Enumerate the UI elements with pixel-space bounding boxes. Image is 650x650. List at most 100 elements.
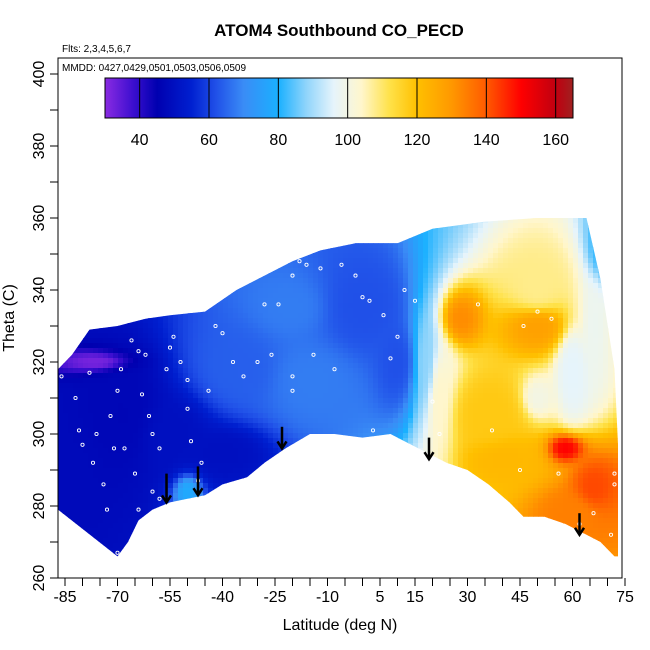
heatmap-cell: [63, 203, 69, 209]
heatmap-cell: [183, 323, 189, 329]
heatmap-cell: [73, 538, 79, 544]
heatmap-cell: [168, 173, 174, 179]
heatmap-cell: [138, 548, 144, 554]
heatmap-cell: [173, 528, 179, 534]
heatmap-cell: [223, 278, 229, 284]
heatmap-cell: [178, 468, 184, 474]
heatmap-cell: [133, 563, 139, 569]
heatmap-cell: [218, 293, 224, 299]
heatmap-cell: [88, 408, 94, 414]
heatmap-cell: [213, 203, 219, 209]
heatmap-cell: [213, 423, 219, 429]
heatmap-cell: [238, 173, 244, 179]
heatmap-cell: [168, 548, 174, 554]
heatmap-cell: [223, 218, 229, 219]
heatmap-cell: [208, 398, 214, 404]
heatmap-cell: [218, 318, 224, 324]
heatmap-cell: [148, 528, 154, 534]
heatmap-cell: [173, 493, 179, 499]
heatmap-cell: [158, 223, 164, 229]
heatmap-cell: [128, 288, 134, 294]
heatmap-cell: [163, 118, 169, 124]
heatmap-cell: [213, 273, 219, 279]
heatmap-cell: [203, 343, 209, 349]
heatmap-cell: [133, 238, 139, 244]
heatmap-cell: [253, 328, 259, 334]
heatmap-cell: [118, 483, 124, 489]
heatmap-cell: [143, 198, 149, 204]
heatmap-cell: [98, 453, 104, 459]
heatmap-cell: [78, 263, 84, 269]
heatmap-cell: [153, 253, 159, 259]
heatmap-cell: [238, 413, 244, 419]
heatmap-cell: [278, 348, 284, 354]
heatmap-cell: [143, 523, 149, 529]
heatmap-cell: [168, 478, 174, 484]
heatmap-cell: [188, 248, 194, 254]
heatmap-cell: [78, 463, 84, 469]
heatmap-cell: [208, 513, 214, 519]
heatmap-cell: [218, 163, 224, 169]
heatmap-cell: [153, 138, 159, 144]
heatmap-cell: [73, 548, 79, 554]
heatmap-cell: [223, 208, 229, 214]
heatmap-cell: [73, 98, 79, 104]
heatmap-cell: [118, 238, 124, 244]
heatmap-cell: [108, 568, 114, 574]
heatmap-cell: [183, 458, 189, 464]
heatmap-cell: [183, 253, 189, 259]
heatmap-cell: [233, 383, 239, 389]
heatmap-cell: [143, 178, 149, 184]
heatmap-cell: [258, 218, 264, 219]
heatmap-cell: [223, 438, 229, 444]
heatmap-cell: [263, 388, 269, 394]
heatmap-cell: [283, 118, 289, 124]
heatmap-cell: [133, 493, 139, 499]
heatmap-cell: [73, 428, 79, 434]
heatmap-cell: [243, 358, 249, 364]
heatmap-cell: [178, 263, 184, 269]
heatmap-cell: [98, 448, 104, 454]
heatmap-cell: [98, 273, 104, 279]
heatmap-cell: [98, 153, 104, 159]
heatmap-cell: [153, 433, 159, 439]
heatmap-cell: [173, 318, 179, 324]
heatmap-cell: [258, 238, 264, 244]
heatmap-cell: [193, 253, 199, 259]
heatmap-cell: [243, 563, 249, 569]
heatmap-cell: [118, 273, 124, 279]
heatmap-cell: [258, 283, 264, 289]
heatmap-cell: [58, 218, 64, 224]
heatmap-cell: [63, 363, 69, 369]
heatmap-cell: [283, 318, 289, 324]
heatmap-cell: [288, 538, 294, 544]
heatmap-cell: [258, 508, 264, 514]
heatmap-cell: [278, 268, 284, 274]
heatmap-cell: [148, 468, 154, 474]
heatmap-cell: [263, 328, 269, 334]
heatmap-cell: [143, 263, 149, 269]
heatmap-cell: [163, 363, 169, 369]
heatmap-cell: [103, 183, 109, 189]
heatmap-cell: [228, 238, 234, 244]
heatmap-cell: [268, 188, 274, 194]
heatmap-cell: [233, 268, 239, 274]
heatmap-cell: [198, 123, 204, 129]
heatmap-cell: [243, 408, 249, 414]
heatmap-cell: [83, 408, 89, 414]
heatmap-cell: [113, 523, 119, 529]
heatmap-cell: [133, 388, 139, 394]
heatmap-cell: [228, 383, 234, 389]
heatmap-cell: [128, 498, 134, 504]
heatmap-cell: [198, 343, 204, 349]
heatmap-cell: [243, 338, 249, 344]
heatmap-cell: [118, 568, 124, 574]
heatmap-cell: [178, 368, 184, 374]
heatmap-cell: [98, 163, 104, 169]
heatmap-cell: [58, 268, 64, 274]
heatmap-cell: [268, 373, 274, 379]
heatmap-cell: [188, 313, 194, 319]
heatmap-cell: [263, 143, 269, 149]
heatmap-cell: [168, 373, 174, 379]
heatmap-cell: [178, 348, 184, 354]
